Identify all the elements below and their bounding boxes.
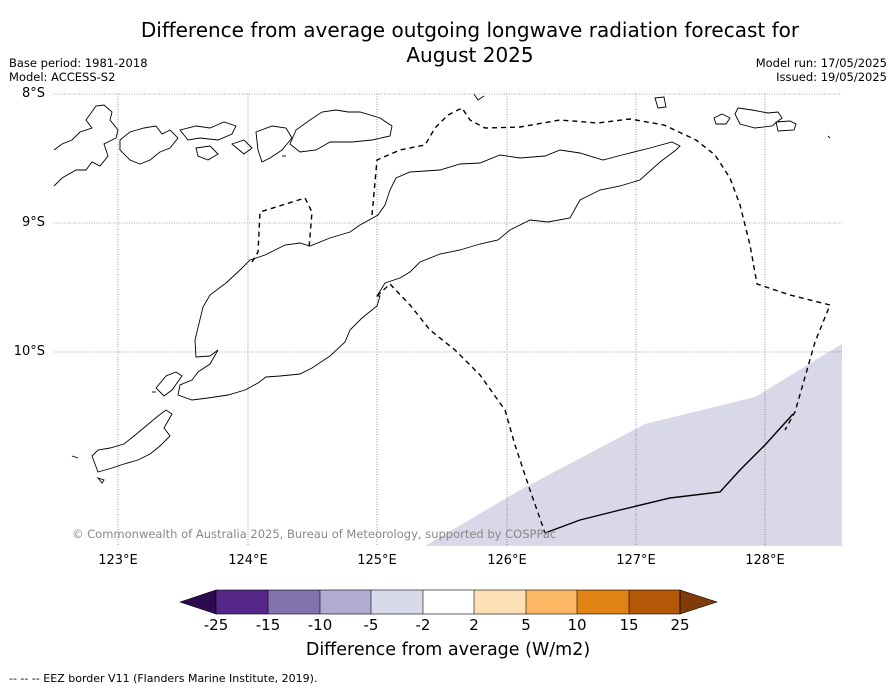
model-run-text: Model run: 17/05/2025: [755, 56, 887, 70]
map-title-line1: Difference from average outgoing longwav…: [140, 18, 800, 42]
copyright-notice: © Commonwealth of Australia 2025, Bureau…: [72, 527, 557, 541]
colorbar-tick: -25: [203, 616, 229, 634]
lon-label-127e: 127°E: [616, 553, 656, 568]
map-title: Difference from average outgoing longwav…: [0, 18, 896, 68]
coastlines: [53, 93, 831, 484]
base-period-text: Base period: 1981-2018: [9, 56, 148, 70]
gridlines: [54, 93, 842, 546]
eez-border: [251, 107, 831, 534]
colorbar-tick: 2: [469, 616, 479, 634]
lon-label-124e: 124°E: [228, 553, 268, 568]
anomaly-shading: [425, 344, 842, 546]
colorbar-tick: -10: [307, 616, 333, 634]
issued-text: Issued: 19/05/2025: [776, 70, 887, 84]
model-text: Model: ACCESS-S2: [9, 70, 116, 84]
lon-label-125e: 125°E: [357, 553, 397, 568]
colorbar-tick: -5: [363, 616, 379, 634]
colorbar-tick: 10: [567, 616, 587, 634]
eez-footnote: -- -- -- EEZ border V11 (Flanders Marine…: [9, 672, 318, 685]
lat-label-10s: 10°S: [13, 344, 45, 359]
lon-label-128e: 128°E: [745, 553, 785, 568]
colorbar-tick: -2: [415, 616, 431, 634]
meta-right: Model run: 17/05/2025 Issued: 19/05/2025: [756, 56, 887, 84]
colorbar-title: Difference from average (W/m2): [305, 640, 591, 660]
colorbar-tick: 15: [619, 616, 639, 634]
eez-solid-segment: [544, 413, 794, 534]
meta-left: Base period: 1981-2018 Model: ACCESS-S2: [9, 56, 148, 84]
colorbar-tick: -15: [255, 616, 281, 634]
lon-label-123e: 123°E: [98, 553, 138, 568]
map-title-line2: August 2025: [406, 43, 534, 67]
colorbar-tick: 25: [670, 616, 690, 634]
lat-label-9s: 9°S: [21, 215, 45, 230]
colorbar-tick: 5: [521, 616, 531, 634]
lon-label-126e: 126°E: [487, 553, 527, 568]
lat-label-8s: 8°S: [21, 86, 45, 101]
